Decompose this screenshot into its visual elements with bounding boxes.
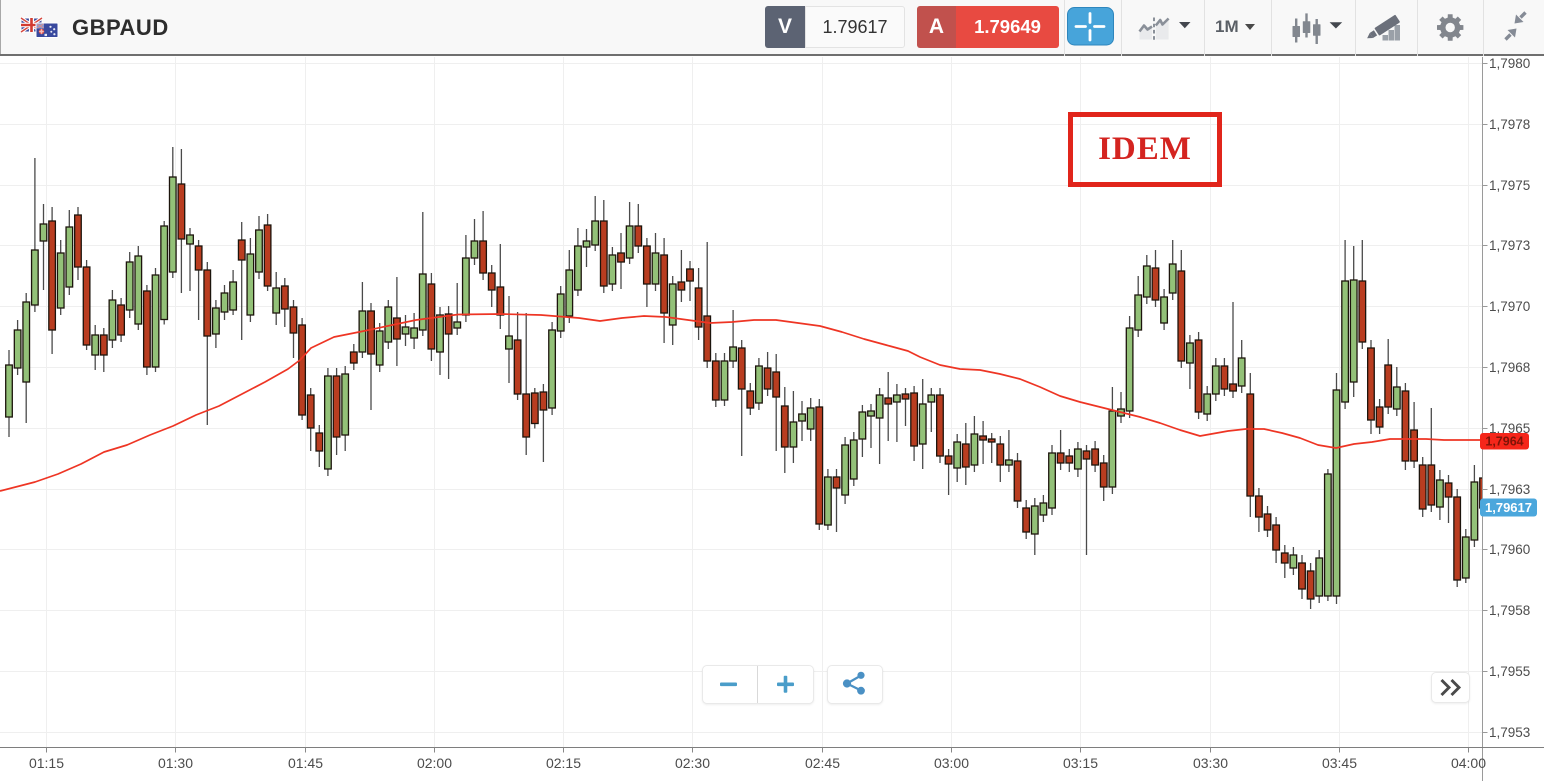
svg-text:1,7973: 1,7973 [1489,238,1530,253]
svg-text:1,7958: 1,7958 [1489,603,1530,618]
svg-text:03:15: 03:15 [1063,755,1098,771]
svg-text:02:00: 02:00 [417,755,452,771]
svg-text:04:00: 04:00 [1451,755,1486,771]
svg-text:1,7965: 1,7965 [1489,421,1530,436]
svg-text:01:30: 01:30 [158,755,193,771]
svg-text:02:45: 02:45 [805,755,840,771]
svg-text:1,7960: 1,7960 [1489,542,1530,557]
svg-text:02:15: 02:15 [546,755,581,771]
svg-text:1,7970: 1,7970 [1489,299,1530,314]
svg-text:1,7980: 1,7980 [1489,56,1530,71]
svg-text:1,7968: 1,7968 [1489,360,1530,375]
svg-text:03:45: 03:45 [1322,755,1357,771]
svg-text:03:00: 03:00 [934,755,969,771]
svg-text:1,7964: 1,7964 [1485,435,1523,449]
svg-text:03:30: 03:30 [1193,755,1228,771]
svg-text:1,7963: 1,7963 [1489,482,1530,497]
svg-text:01:15: 01:15 [29,755,64,771]
svg-text:1,79617: 1,79617 [1485,500,1532,515]
svg-text:1,7955: 1,7955 [1489,664,1530,679]
svg-text:1,7953: 1,7953 [1489,725,1530,740]
svg-text:1,7975: 1,7975 [1489,178,1530,193]
svg-text:01:45: 01:45 [288,755,323,771]
svg-text:02:30: 02:30 [675,755,710,771]
svg-text:1,7978: 1,7978 [1489,117,1530,132]
